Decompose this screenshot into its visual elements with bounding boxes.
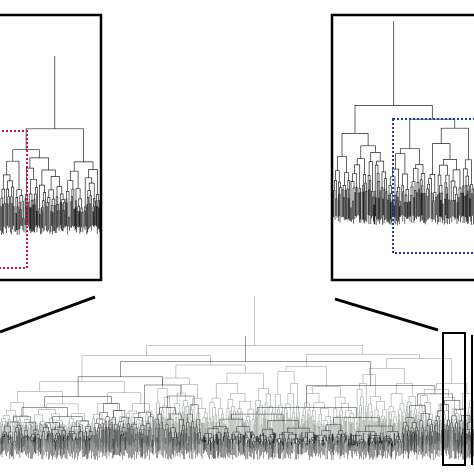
- highlight-blue: [392, 118, 474, 254]
- zoom-dendrogram-left: [0, 56, 100, 235]
- connector-right: [334, 297, 439, 332]
- highlight-red: [0, 130, 28, 269]
- zoom-panel-left: [0, 13, 103, 282]
- main-dendrogram-dark: [0, 336, 474, 460]
- zoom-dendrogram-right: [333, 21, 474, 225]
- dendrograms: [0, 21, 474, 460]
- connector-left: [0, 295, 96, 334]
- selection-box: [442, 332, 466, 466]
- zoom-panel-right: [330, 13, 474, 282]
